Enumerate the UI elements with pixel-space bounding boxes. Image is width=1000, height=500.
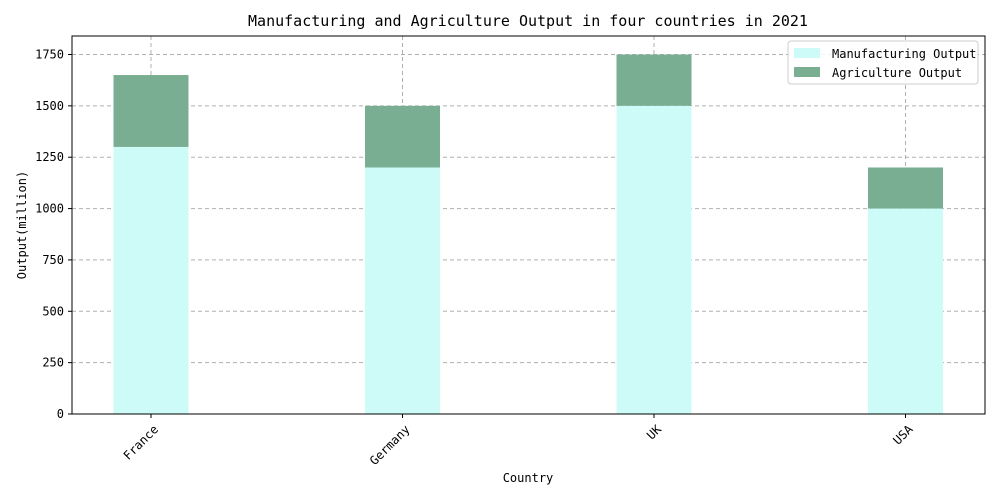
bar-agriculture-germany — [365, 105, 440, 168]
grid-lines — [72, 36, 985, 415]
x-axis-ticks: France Germany UK USA — [121, 414, 916, 468]
y-tick-label: 250 — [42, 356, 64, 370]
y-axis-label: Output(million) — [15, 171, 29, 279]
x-tick-label: UK — [644, 422, 665, 443]
plot-frame — [71, 35, 986, 415]
bar-manufacturing-germany — [365, 167, 440, 414]
y-tick-label: 750 — [42, 253, 64, 267]
y-axis-ticks: 0 250 500 750 1000 1250 1500 1750 — [35, 47, 72, 421]
y-tick-label: 1750 — [35, 47, 64, 61]
legend-box — [787, 40, 979, 85]
y-tick-label: 1250 — [35, 150, 64, 164]
x-tick-label: Germany — [367, 422, 413, 468]
legend-label: Agriculture Output — [832, 66, 962, 80]
legend-swatch — [794, 48, 820, 58]
bar-manufacturing-usa — [868, 208, 943, 414]
bar-manufacturing-france — [113, 146, 189, 414]
bar-agriculture-france — [113, 75, 189, 147]
axes — [71, 35, 986, 415]
y-tick-label: 0 — [57, 407, 64, 421]
legend-swatch — [794, 67, 820, 77]
y-tick-label: 1500 — [35, 99, 64, 113]
legend: Manufacturing Output Agriculture Output — [787, 40, 979, 85]
legend-label: Manufacturing Output — [832, 47, 977, 61]
y-tick-label: 1000 — [35, 202, 64, 216]
y-tick-label: 500 — [42, 304, 64, 318]
bar-agriculture-usa — [868, 167, 943, 209]
bar-agriculture-uk — [616, 54, 692, 106]
bars — [113, 54, 943, 414]
x-axis-label: Country — [503, 471, 554, 485]
x-tick-label: USA — [890, 422, 916, 448]
chart-title: Manufacturing and Agriculture Output in … — [248, 12, 808, 30]
x-tick-label: France — [121, 422, 162, 463]
bar-manufacturing-uk — [616, 105, 692, 414]
